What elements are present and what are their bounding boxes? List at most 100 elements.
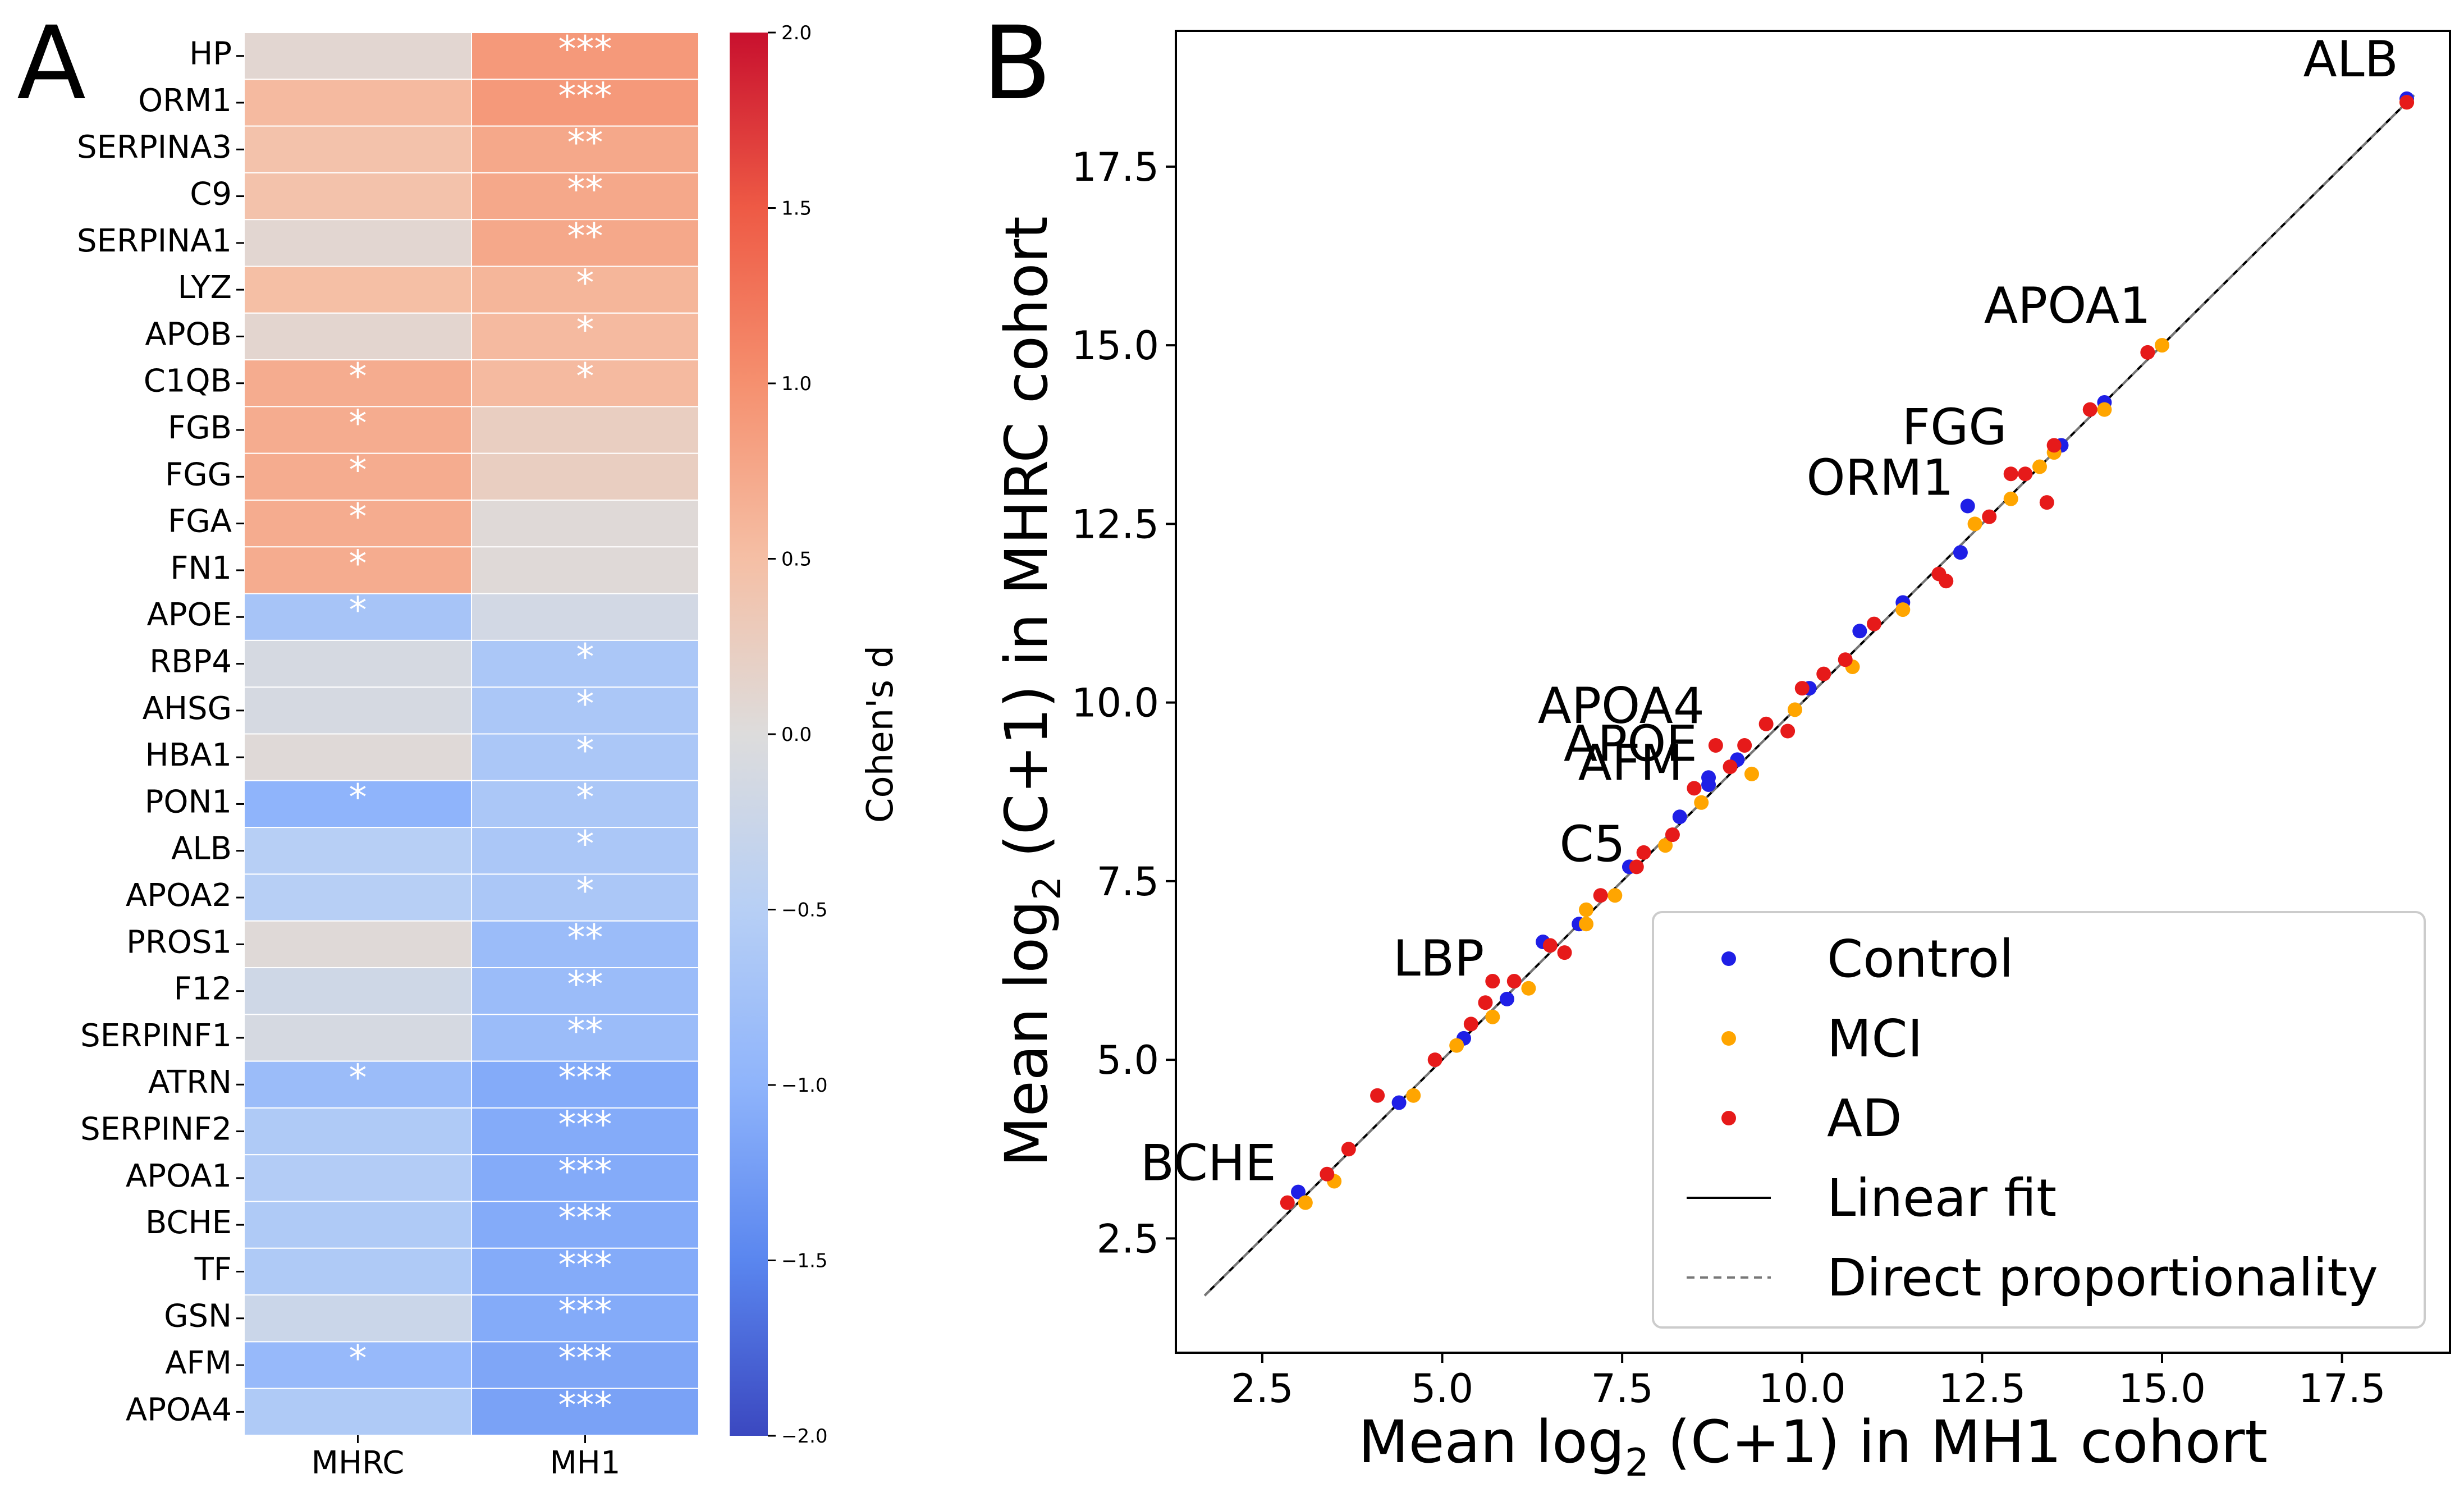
heatmap-cell (244, 125, 472, 173)
data-point-mci (2155, 338, 2170, 353)
significance-marker: * (349, 777, 367, 818)
heatmap-cell (471, 593, 699, 641)
heatmap-cell (471, 920, 699, 968)
row-label: SERPINA1 (77, 223, 232, 259)
data-point-ad (1838, 652, 1853, 667)
data-point-ad (1320, 1166, 1335, 1182)
heatmap-cell (244, 639, 472, 688)
colorbar-ticks: 2.0 1.5 1.0 0.5 0.0 −0.5 −1.0 −1.5 −2.0 (768, 22, 828, 1448)
data-point-ad (1280, 1195, 1295, 1210)
colorbar-tick-label: −2.0 (781, 1425, 828, 1448)
significance-marker: * (576, 824, 594, 866)
x-axis-ticks: 2.5 5.0 7.5 10.0 12.5 15.0 17.5 (1231, 1353, 2386, 1412)
data-point-ad (1737, 738, 1752, 753)
significance-marker: *** (558, 1057, 612, 1099)
row-label: APOA4 (126, 1391, 232, 1428)
x-tick-label: 5.0 (1411, 1366, 1473, 1412)
significance-marker: *** (558, 1338, 612, 1380)
significance-marker: ** (567, 216, 603, 258)
x-tick-label: 10.0 (1758, 1366, 1846, 1412)
row-label: ATRN (148, 1064, 232, 1101)
data-point-control (1701, 777, 1716, 792)
row-label: FGA (168, 503, 232, 540)
heatmap-cell (471, 79, 699, 127)
y-axis-label: Mean log2 (C+1) in MHRC cohort (992, 216, 1070, 1167)
row-label: C1QB (144, 363, 232, 400)
row-label: SERPINF2 (80, 1111, 232, 1148)
y-tick-label: 2.5 (1097, 1216, 1159, 1262)
annotation-label: AFM (1578, 734, 1683, 791)
data-point-mci (2003, 491, 2018, 506)
data-point-ad (2003, 466, 2018, 482)
data-point-ad (1593, 888, 1608, 903)
colorbar-tick-label: 0.0 (781, 724, 812, 746)
significance-marker: *** (558, 1105, 612, 1146)
data-point-mci (1895, 602, 1911, 617)
row-label: TF (194, 1251, 232, 1288)
data-point-mci (1298, 1195, 1313, 1210)
data-point-control (1391, 1095, 1407, 1110)
row-label: RBP4 (149, 644, 232, 680)
row-label: C9 (190, 176, 232, 213)
colorbar-tick-label: −0.5 (781, 899, 828, 922)
significance-marker: *** (558, 1244, 612, 1286)
significance-marker: *** (558, 1292, 612, 1333)
heatmap-cell (471, 780, 699, 828)
legend-marker-ad (1721, 1111, 1736, 1125)
row-label: SERPINF1 (80, 1018, 232, 1054)
heatmap-cell (244, 1154, 472, 1202)
heatmap-cell (471, 873, 699, 922)
heatmap-cell (244, 827, 472, 875)
significance-marker: * (576, 730, 594, 772)
data-point-ad (1758, 716, 1774, 731)
data-point-ad (1636, 845, 1651, 860)
legend: Control MCI AD Linear fit Direct proportiona… (1652, 911, 2426, 1329)
heatmap-column-labels: MHRC MH1 (312, 1435, 621, 1481)
significance-marker: * (576, 684, 594, 725)
heatmap-cell (244, 32, 472, 80)
data-point-ad (1542, 938, 1558, 953)
row-label: HP (189, 36, 232, 72)
data-point-mci (1658, 838, 1673, 853)
heatmap-cell (244, 500, 472, 548)
significance-marker: * (349, 543, 367, 585)
data-point-mci (1787, 702, 1802, 717)
y-tick-label: 17.5 (1071, 144, 1159, 190)
heatmap-cell (471, 1014, 699, 1062)
x-axis-label: Mean log2 (C+1) in MH1 cohort (1358, 1408, 2268, 1485)
data-point-control (1672, 809, 1687, 825)
significance-marker: * (576, 356, 594, 398)
plot-frame (1175, 30, 2451, 1354)
data-point-mci (1694, 795, 1709, 810)
data-point-ad (1463, 1017, 1478, 1032)
significance-marker: ** (567, 1011, 603, 1052)
heatmap-cell (471, 452, 699, 501)
row-label: FGG (165, 456, 232, 493)
legend-items: Control MCI AD Linear fit Direct proportiona… (1687, 929, 2378, 1308)
significance-marker: ** (567, 122, 603, 164)
colorbar-tick-label: −1.0 (781, 1074, 828, 1097)
heatmap-cell (471, 500, 699, 548)
significance-marker: *** (558, 76, 612, 117)
heatmap-cell (244, 1107, 472, 1156)
annotation-label: APOE (1564, 715, 1697, 772)
heatmap-cell (471, 1294, 699, 1343)
data-point-ad (2018, 466, 2033, 482)
heatmap-cell (244, 312, 472, 361)
data-point-ad (1982, 509, 1997, 524)
data-point-ad (2046, 438, 2062, 453)
annotation-label: APOA4 (1538, 677, 1705, 735)
colorbar-tick-label: 1.5 (781, 198, 812, 220)
data-point-ad (2140, 345, 2155, 360)
heatmap-cell (471, 1107, 699, 1156)
heatmap-cell (244, 1247, 472, 1296)
heatmap-cell (244, 1060, 472, 1109)
heatmap-cell (244, 172, 472, 221)
y-tick-label: 7.5 (1097, 859, 1159, 905)
row-label: ORM1 (138, 83, 232, 119)
data-point-ad (1427, 1052, 1442, 1068)
significance-marker: *** (558, 1151, 612, 1193)
legend-marker-mci (1721, 1031, 1736, 1046)
